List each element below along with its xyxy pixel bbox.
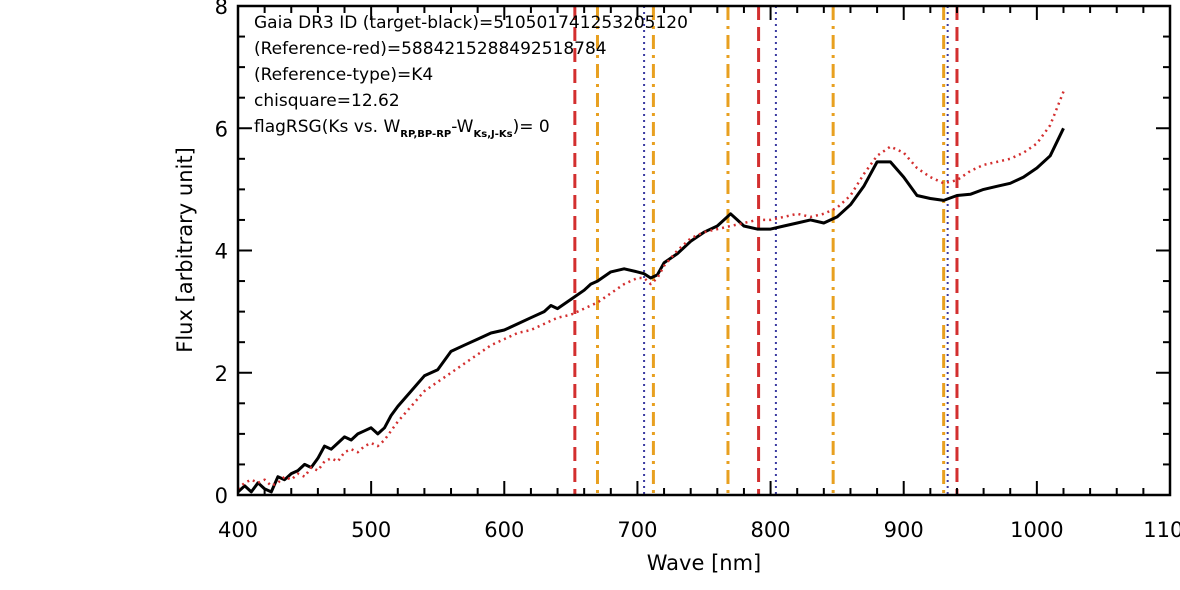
flagrsg-mid: -W xyxy=(451,117,473,137)
y-tick-label: 0 xyxy=(215,484,228,508)
x-tick-label: 900 xyxy=(884,518,924,542)
annotation-gaia-id: Gaia DR3 ID (target-black)=5105017412532… xyxy=(254,13,688,33)
x-axis-title: Wave [nm] xyxy=(647,551,761,575)
y-tick-labels: 0 2 4 6 8 xyxy=(215,0,228,508)
annotation-block: Gaia DR3 ID (target-black)=5105017412532… xyxy=(254,13,688,140)
y-tick-label: 6 xyxy=(215,117,228,141)
annotation-flagrsg: flagRSG(Ks vs. WRP,BP-RP-WKs,J-Ks)= 0 xyxy=(254,117,550,140)
flagrsg-sub1: RP,BP-RP xyxy=(400,129,451,140)
y-tick-label: 8 xyxy=(215,0,228,19)
reference-spectrum-line xyxy=(237,91,1065,490)
flagrsg-sub2: Ks,J-Ks xyxy=(474,129,513,140)
x-tick-label: 1000 xyxy=(1010,518,1063,542)
annotation-chisquare: chisquare=12.62 xyxy=(254,91,400,111)
flagrsg-suffix: )= 0 xyxy=(513,117,550,137)
vertical-marker-lines xyxy=(573,6,959,495)
x-tick-label: 400 xyxy=(218,518,258,542)
target-spectrum-line xyxy=(236,127,1065,494)
x-tick-label: 700 xyxy=(617,518,657,542)
annotation-reference-type: (Reference-type)=K4 xyxy=(254,65,433,85)
axis-ticks xyxy=(237,5,1171,496)
x-tick-label: 800 xyxy=(751,518,791,542)
flagrsg-prefix: flagRSG(Ks vs. W xyxy=(254,117,400,137)
y-tick-label: 4 xyxy=(215,240,228,264)
x-tick-label: 500 xyxy=(351,518,391,542)
series-lines xyxy=(236,91,1065,494)
y-tick-label: 2 xyxy=(215,362,228,386)
annotation-reference-red: (Reference-red)=5884215288492518784 xyxy=(254,39,607,59)
y-axis-title: Flux [arbitrary unit] xyxy=(173,147,197,353)
x-tick-label: 600 xyxy=(484,518,524,542)
